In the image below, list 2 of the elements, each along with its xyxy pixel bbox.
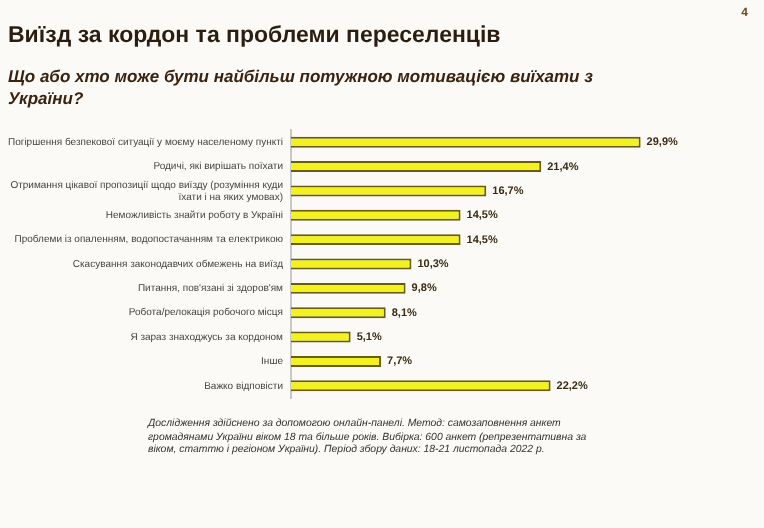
- chart-title: Виїзд за кордон та проблеми переселенців: [8, 24, 501, 48]
- chart-subtitle: Що або хто може бути найбільш потужною мотивацією виїхати з України?: [8, 66, 595, 110]
